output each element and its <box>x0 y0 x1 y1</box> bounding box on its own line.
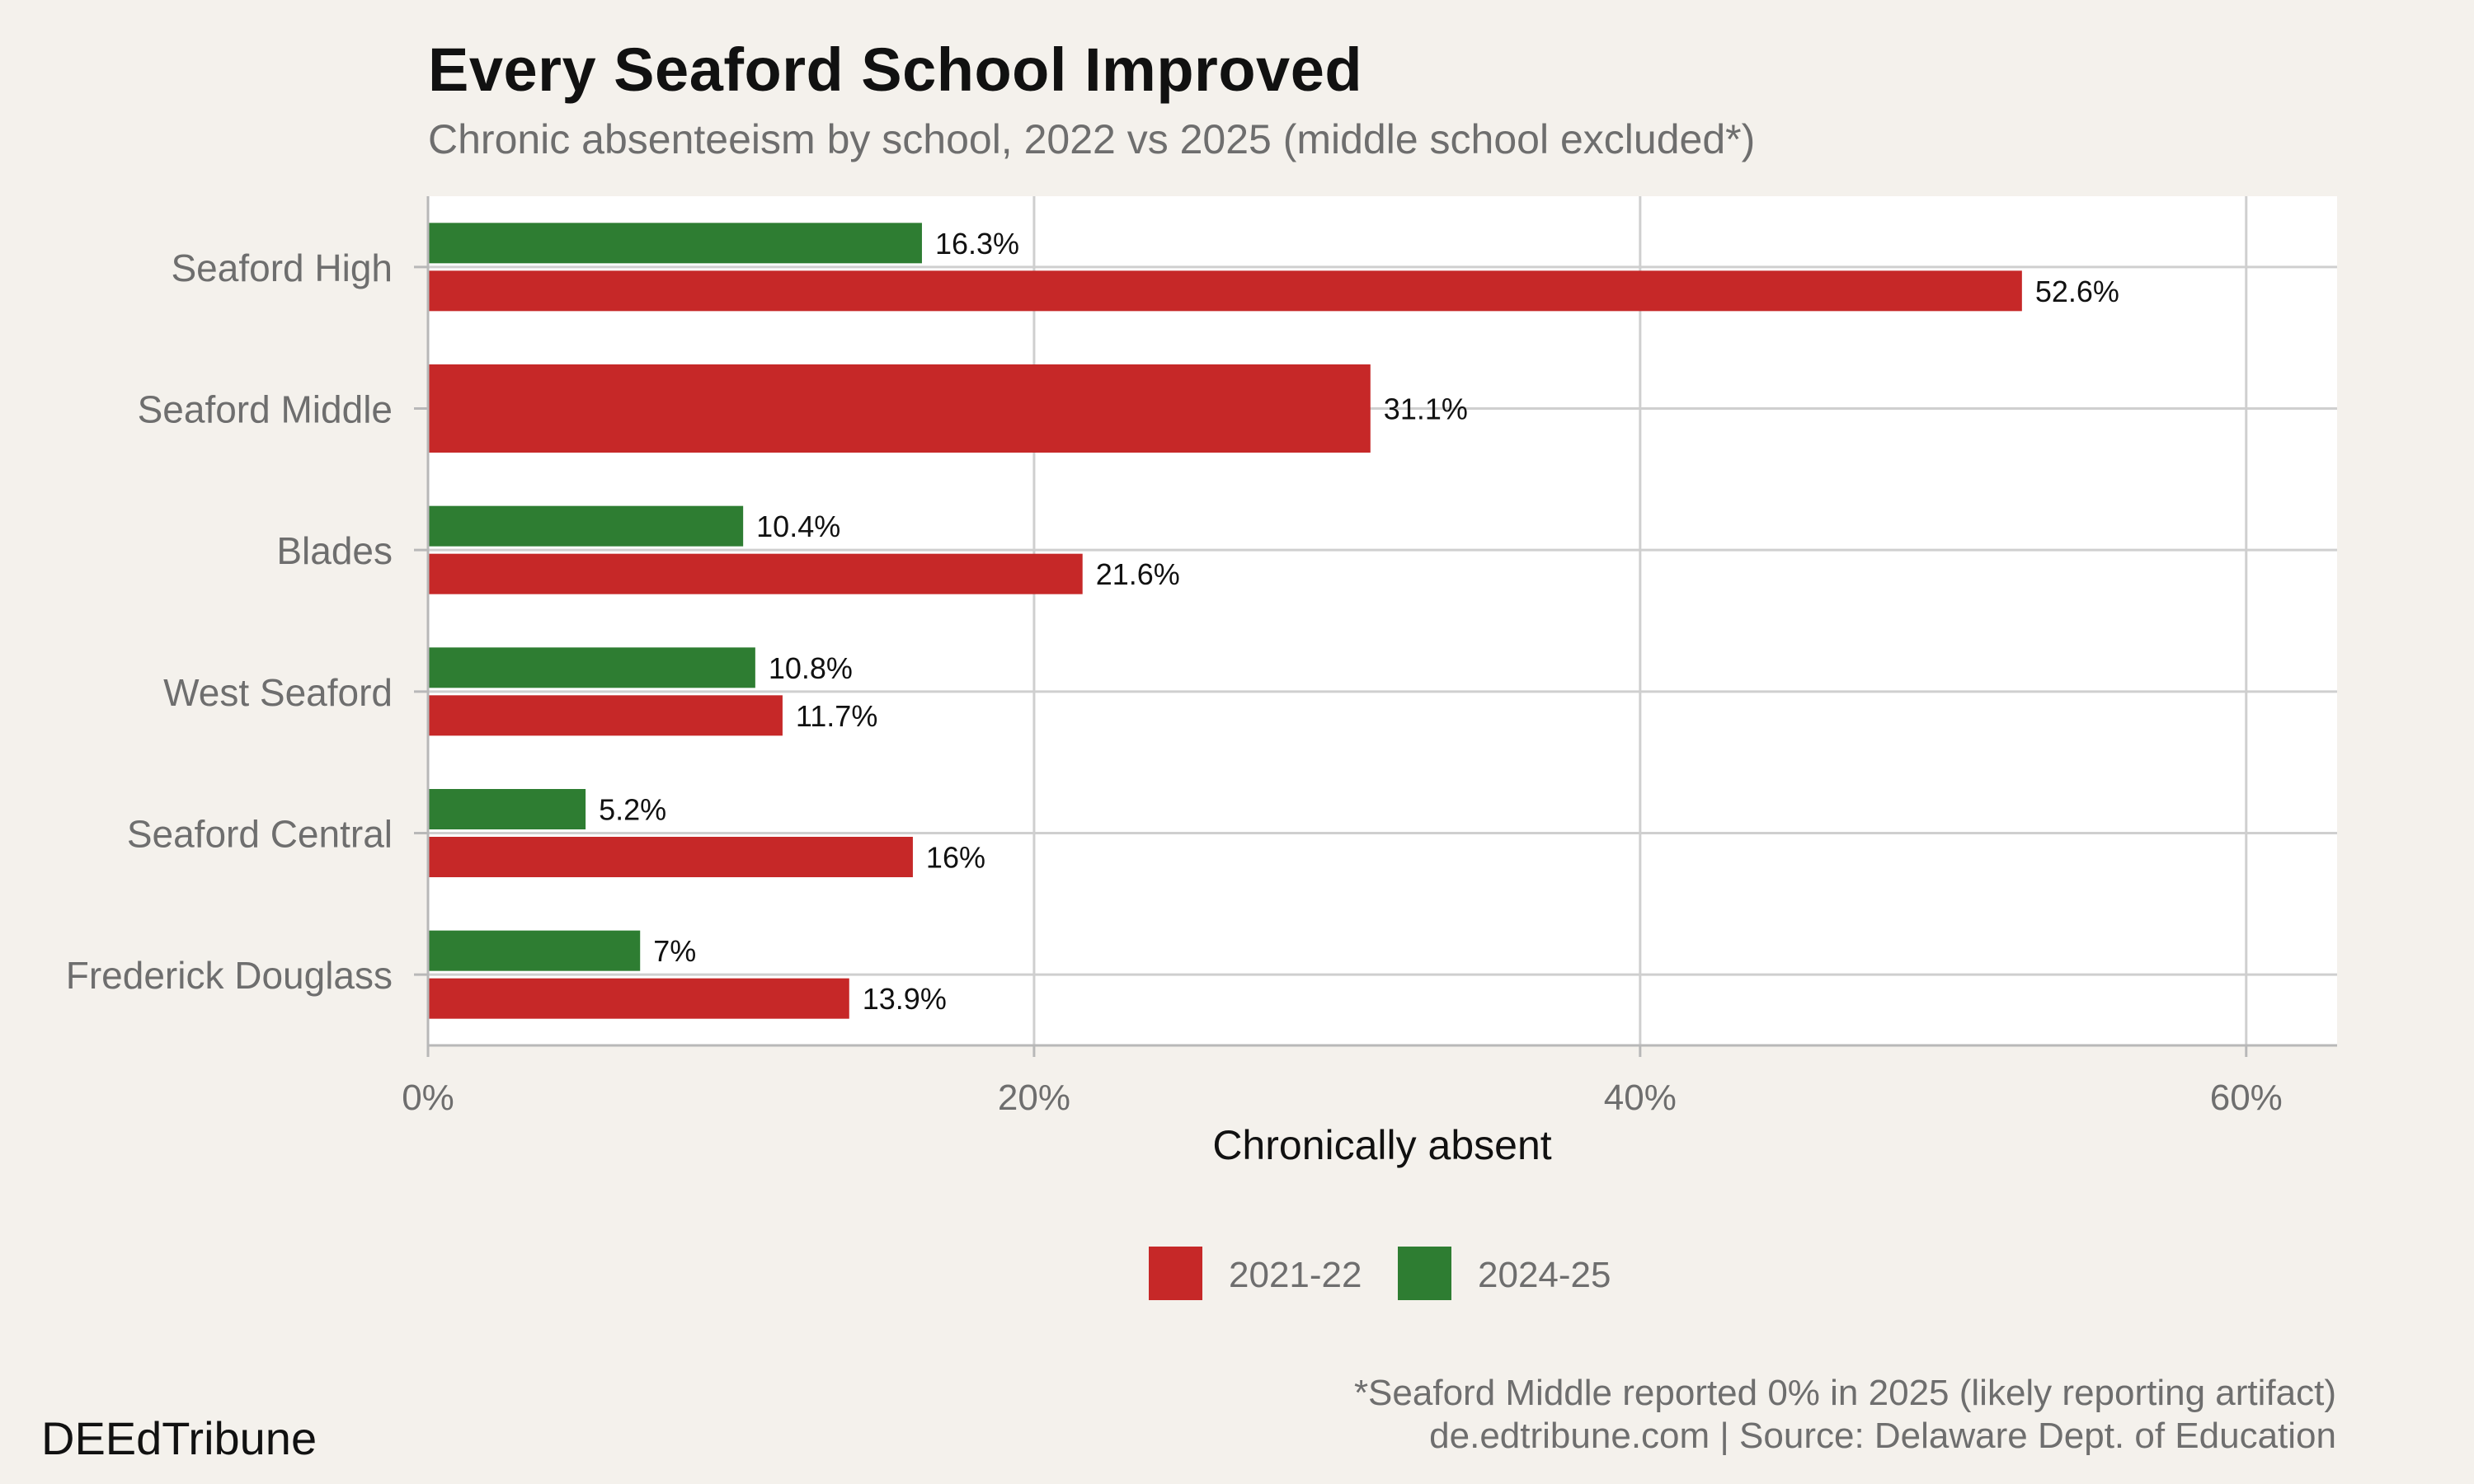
chart-title: Every Seaford School Improved <box>428 35 1363 104</box>
legend-swatch-2021-22 <box>1149 1247 1202 1300</box>
bar-2024-25 <box>428 223 922 264</box>
x-tick-label: 20% <box>998 1078 1070 1118</box>
footnote-source: de.edtribune.com | Source: Delaware Dept… <box>1429 1416 2336 1456</box>
plot-panel <box>428 196 2337 1045</box>
data-label-2021-22: 11.7% <box>796 699 877 733</box>
data-label-2024-25: 10.8% <box>769 651 853 685</box>
bar-labels: 16.3% 52.6% 31.1% 10.4% 21.6% 10.8% 11.7% 5.2% 1… <box>599 227 2119 1016</box>
legend-label: 2024-25 <box>1478 1255 1611 1295</box>
brand-logo: DEEdTribune <box>41 1412 317 1464</box>
bar-2021-22 <box>428 978 849 1019</box>
data-label-2024-25: 10.4% <box>756 510 840 543</box>
x-tick-label: 0% <box>402 1078 454 1118</box>
legend-swatch-2024-25 <box>1398 1247 1451 1300</box>
bar-2021-22 <box>428 837 913 877</box>
y-axis-tick-labels: Seaford High Seaford Middle Blades West Sea… <box>66 247 428 997</box>
y-tick-label: Frederick Douglass <box>66 954 393 997</box>
y-tick-label: Seaford High <box>172 247 393 289</box>
chart-subtitle: Chronic absenteeism by school, 2022 vs 2… <box>428 116 1756 162</box>
data-label-2021-22: 21.6% <box>1096 557 1180 591</box>
bar-2024-25 <box>428 789 586 829</box>
data-label-2024-25: 16.3% <box>935 227 1019 261</box>
bar-2024-25 <box>428 930 641 971</box>
data-label-2021-22: 52.6% <box>2035 275 2119 308</box>
bar-2021-22 <box>428 553 1083 594</box>
y-tick-label: West Seaford <box>163 671 393 714</box>
x-tick-label: 60% <box>2210 1078 2283 1118</box>
legend: 2021-22 2024-25 <box>1149 1247 1611 1300</box>
y-tick-label: Seaford Middle <box>138 388 393 431</box>
y-tick-label: Blades <box>276 529 393 572</box>
bar-2024-25 <box>428 505 744 547</box>
data-label-2021-22: 31.1% <box>1384 392 1468 426</box>
bar-2021-22 <box>428 695 783 736</box>
bars <box>428 223 2022 1019</box>
data-label-2021-22: 13.9% <box>863 982 947 1016</box>
bar-2024-25 <box>428 647 755 688</box>
data-label-2021-22: 16% <box>926 841 985 875</box>
footnote-note: *Seaford Middle reported 0% in 2025 (lik… <box>1353 1373 2336 1413</box>
data-label-2024-25: 5.2% <box>599 793 666 827</box>
bar-2021-22 <box>428 270 2022 312</box>
x-tick-label: 40% <box>1604 1078 1677 1118</box>
y-tick-label: Seaford Central <box>127 813 393 856</box>
bar-2021-22 <box>428 364 1371 453</box>
data-label-2024-25: 7% <box>653 934 696 968</box>
x-axis-tick-labels: 0% 20% 40% 60% <box>402 1045 2283 1118</box>
legend-label: 2021-22 <box>1229 1255 1362 1295</box>
x-axis-title: Chronically absent <box>1212 1122 1551 1168</box>
footnote: *Seaford Middle reported 0% in 2025 (lik… <box>1354 1372 2336 1458</box>
